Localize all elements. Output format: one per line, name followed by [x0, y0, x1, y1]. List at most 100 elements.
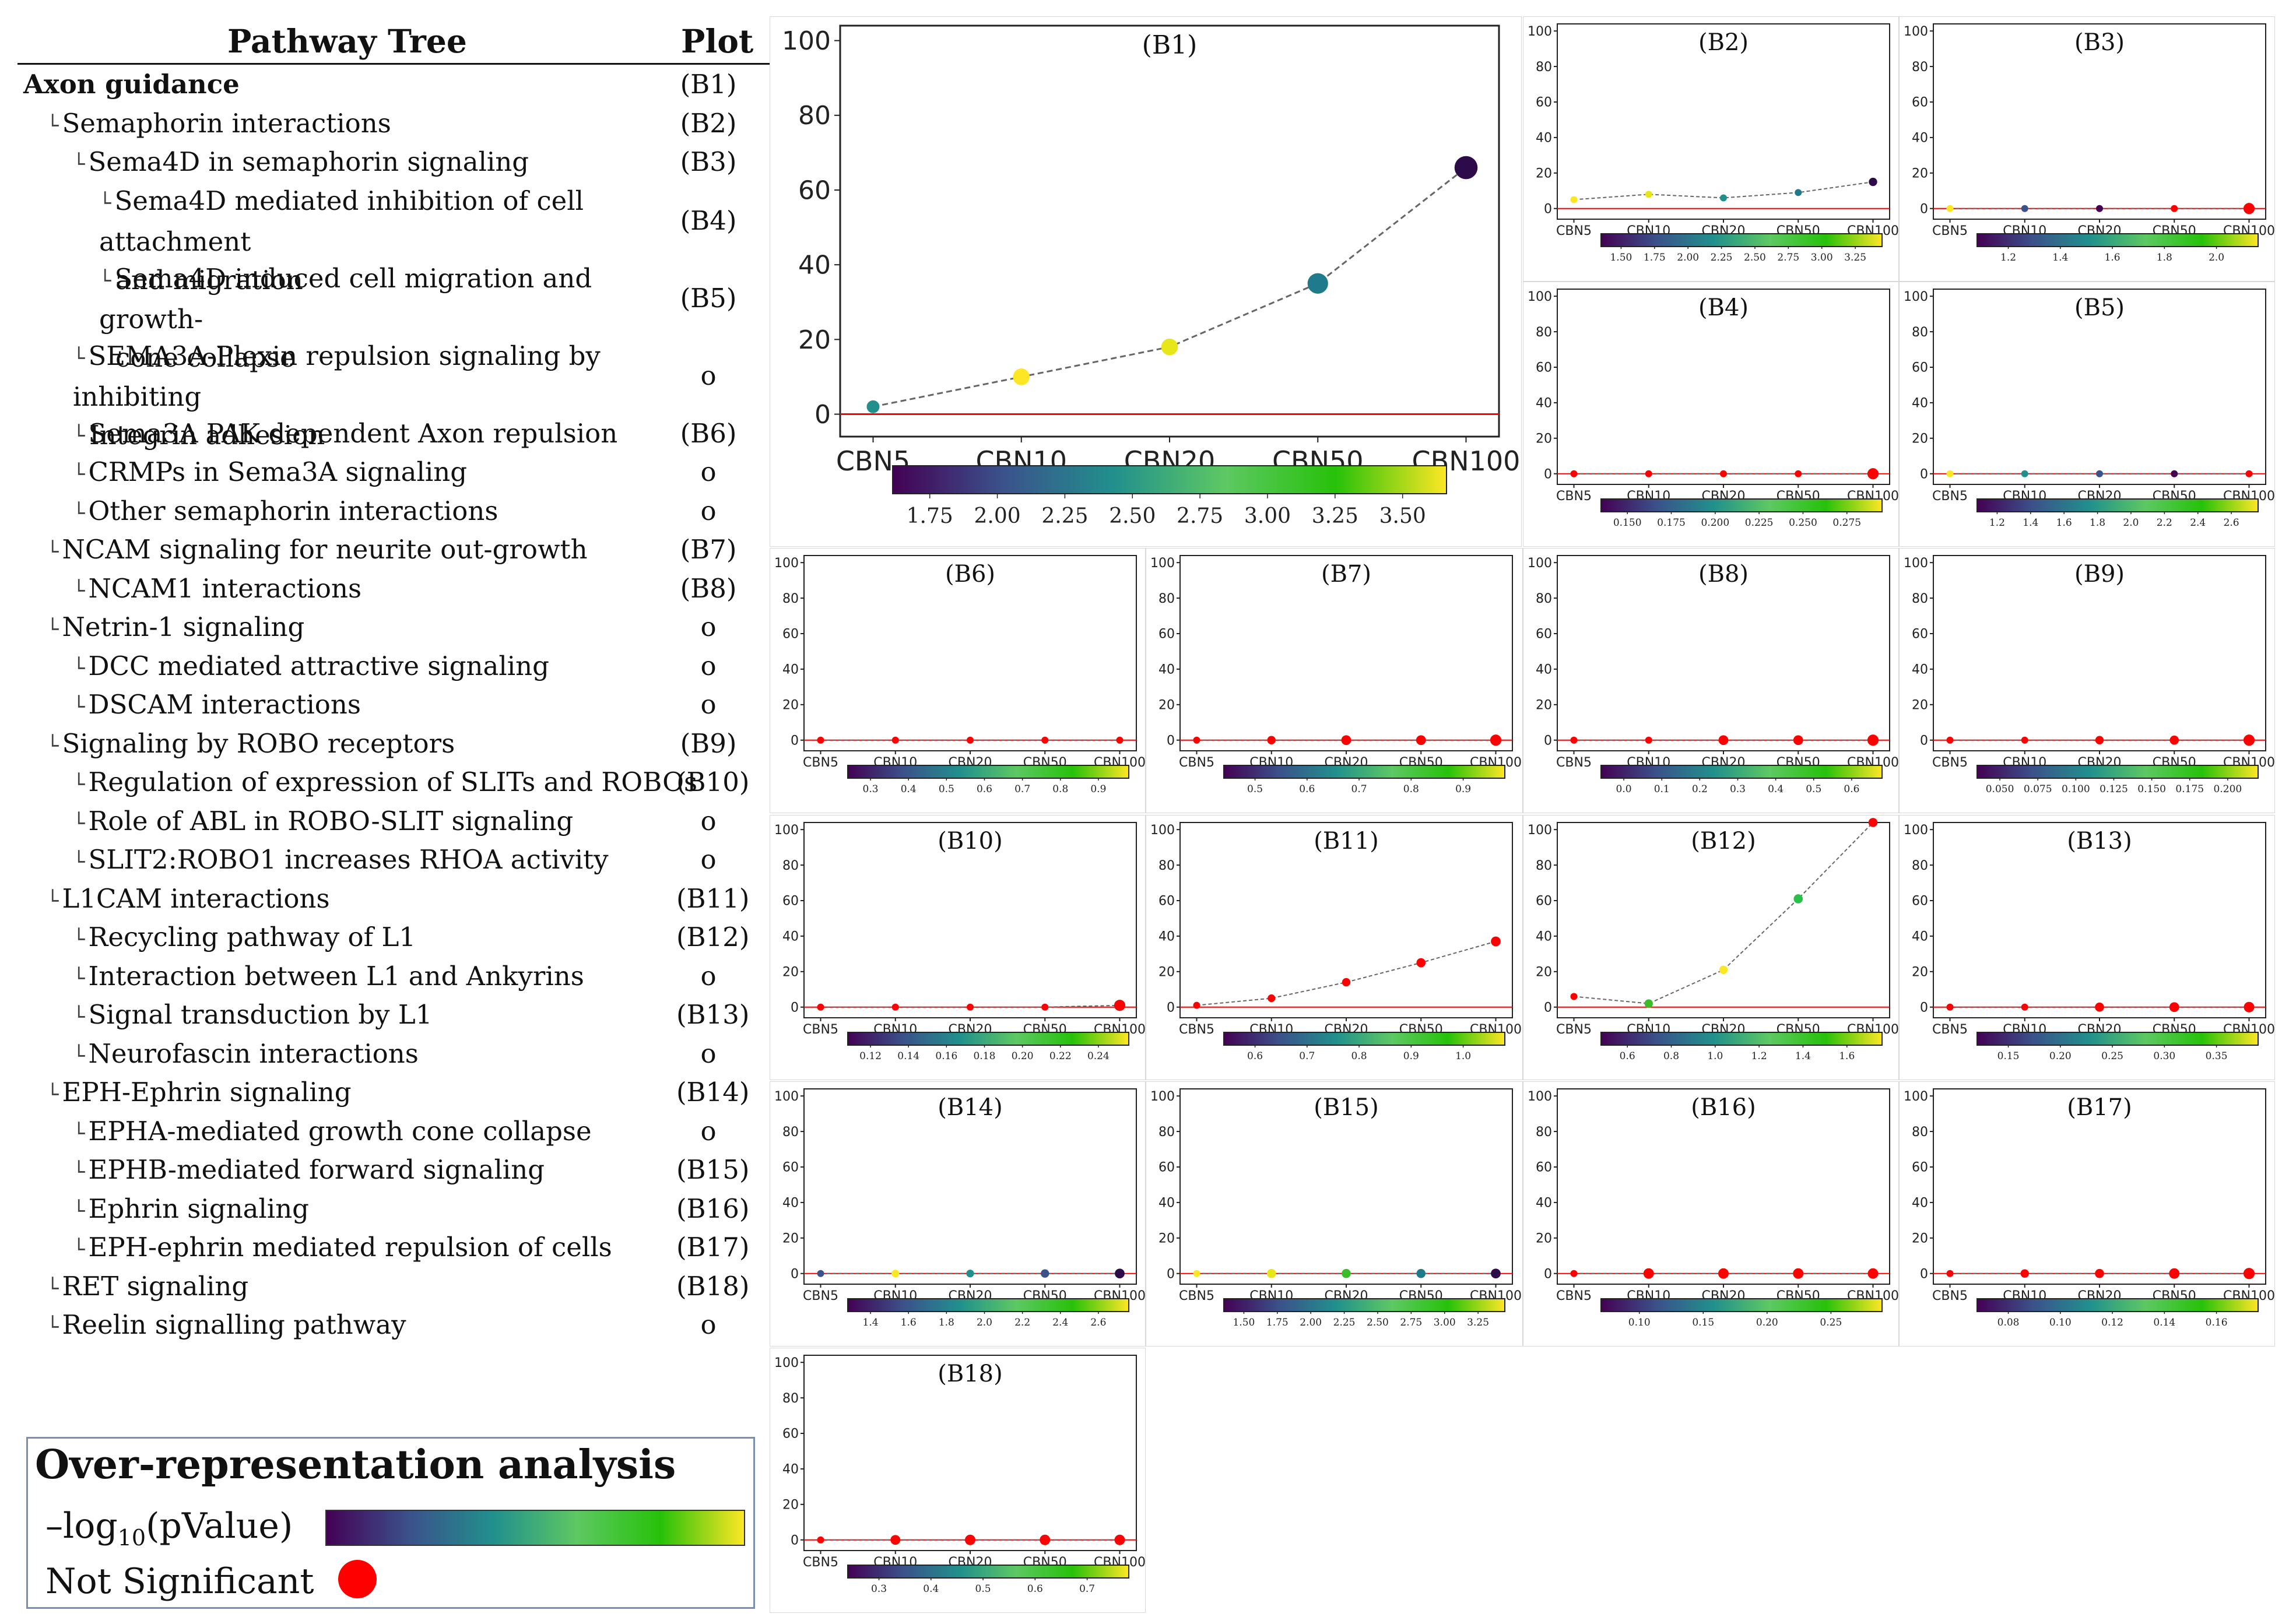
colorbar-tick-label: 0.150 — [1613, 517, 1642, 529]
tree-row-text: EPH-ephrin mediated repulsion of cells — [88, 1232, 612, 1263]
colorbar-tick-label: 0.3 — [863, 783, 879, 795]
colorbar — [1976, 498, 2259, 512]
tree-row-label: └ DSCAM interactions — [73, 686, 361, 726]
tree-row-text-line2: and migration — [115, 264, 303, 296]
tree-row-plot-ref: (B10) — [676, 767, 750, 797]
data-point — [1946, 1003, 1954, 1011]
tree-row-text: NCAM1 interactions — [88, 572, 362, 604]
colorbar-tick-label: 2.25 — [1041, 504, 1088, 528]
tree-row-label: └ NCAM1 interactions — [73, 570, 361, 610]
data-point — [1013, 368, 1030, 385]
tree-row-plot-ref: (B5) — [680, 282, 737, 314]
y-tick-label: 40 — [1158, 663, 1175, 677]
tree-row-text: L1CAM interactions — [62, 883, 330, 914]
tree-row-plot-ref: o — [700, 844, 717, 875]
tree-row-plot-ref: (B14) — [676, 1077, 750, 1108]
chart-panel-b6: (B6) 0 20 40 60 80 100 CBN5 CBN10 CBN20 CBN50 CBN10… — [770, 548, 1146, 813]
tree-row-label: └ Interaction between L1 and Ankyrins — [73, 957, 584, 998]
y-tick-label: 80 — [1912, 60, 1928, 75]
colorbar-tick-label: 0.275 — [1832, 517, 1861, 529]
colorbar — [1600, 765, 1883, 779]
tree-row-label: └ Reelin signalling pathway — [47, 1306, 406, 1347]
colorbar-tick-label: 0.10 — [1628, 1317, 1651, 1328]
y-tick-label: 80 — [1536, 592, 1552, 606]
data-point — [2244, 1001, 2255, 1013]
tree-row: └ Signal transduction by L1 (B13) — [17, 996, 770, 1035]
tree-row: └ EPH-Ephrin signaling (B14) — [17, 1073, 770, 1112]
colorbar-tick-label: 1.75 — [1266, 1317, 1289, 1328]
data-point — [1795, 189, 1802, 196]
tree-row: └ Recycling pathway of L1 (B12) — [17, 918, 770, 957]
colorbar-tick-label: 0.1 — [1654, 783, 1670, 795]
y-tick-label: 60 — [782, 894, 799, 909]
chart-panel-b13: (B13) 0 20 40 60 80 100 CBN5 CBN10 CBN20 CBN50 CBN1… — [1899, 815, 2275, 1080]
tree-row-plot-ref: (B13) — [676, 999, 750, 1030]
data-point — [817, 1003, 824, 1011]
y-tick-label: 100 — [1150, 823, 1175, 838]
colorbar-tick-label: 0.35 — [2206, 1050, 2228, 1062]
data-point — [1454, 156, 1478, 180]
tree-row-text: Semaphorin interactions — [62, 107, 391, 139]
legend-title: Over-representation analysis — [35, 1442, 676, 1488]
chart-title: (B1) — [1142, 30, 1198, 60]
tree-branch-icon: └ — [73, 928, 85, 951]
y-tick-label: 100 — [1528, 24, 1552, 39]
tree-branch-icon: └ — [47, 889, 59, 913]
colorbar-tick-label: 1.8 — [939, 1317, 954, 1328]
data-point — [2169, 735, 2179, 745]
tree-row-text: Axon guidance — [23, 69, 240, 100]
data-point — [1793, 735, 1803, 746]
tree-row-plot-ref: o — [700, 650, 717, 681]
colorbar-tick-label: 2.00 — [974, 504, 1020, 528]
y-tick-label: 80 — [1912, 859, 1928, 873]
data-point — [2243, 203, 2255, 215]
colorbar-tick-label: 0.15 — [1997, 1050, 2020, 1062]
y-tick-label: 20 — [782, 698, 799, 713]
data-point — [967, 736, 974, 744]
colorbar-tick-label: 0.9 — [1403, 1050, 1419, 1062]
colorbar-tick-label: 2.50 — [1109, 504, 1156, 528]
tree-row-plot-ref: (B11) — [676, 883, 750, 914]
chart-panel-b11: (B11) 0 20 40 60 80 100 CBN5 CBN10 CBN20 CBN50 CBN1… — [1146, 815, 1523, 1080]
colorbar-tick-label: 0.30 — [2153, 1050, 2175, 1062]
tree-row: └ DCC mediated attractive signaling o — [17, 647, 770, 686]
tree-row-text: Other semaphorin interactions — [88, 495, 498, 526]
data-point — [1193, 736, 1200, 744]
data-point — [1116, 736, 1124, 744]
tree-branch-icon: └ — [47, 618, 59, 641]
colorbar-tick-label: 0.9 — [1455, 783, 1471, 795]
data-point — [1718, 1268, 1729, 1279]
colorbar-tick-label: 0.125 — [2100, 783, 2128, 795]
y-tick-label: 20 — [782, 1232, 799, 1246]
tree-branch-icon: └ — [73, 966, 85, 990]
tree-row-plot-ref: o — [700, 805, 717, 836]
chart-title: (B4) — [1698, 294, 1749, 321]
x-tick-label: CBN5 — [1556, 1289, 1592, 1303]
colorbar-tick-label: 2.2 — [2157, 517, 2172, 529]
colorbar-tick-label: 2.0 — [977, 1317, 992, 1328]
y-tick-label: 80 — [1912, 592, 1928, 606]
tree-row-text: Role of ABL in ROBO-SLIT signaling — [88, 805, 574, 836]
chart-panel-b1: (B1) 0 20 40 60 80 100 CBN5 CBN10 CBN20 CBN50 CBN10… — [770, 16, 1522, 547]
x-tick-label: CBN5 — [1179, 755, 1214, 770]
colorbar-tick-label: 2.50 — [1744, 252, 1766, 263]
y-tick-label: 40 — [782, 1463, 799, 1477]
x-tick-label: CBN5 — [1556, 1022, 1592, 1037]
tree-row-label: └ NCAM signaling for neurite out-growth — [47, 530, 588, 571]
colorbar-tick-label: 1.4 — [1795, 1050, 1811, 1062]
tree-row-text-line2: cone collapse — [115, 342, 296, 373]
colorbar-tick-label: 0.2 — [1692, 783, 1708, 795]
y-tick-label: 0 — [791, 1000, 799, 1015]
tree-row-text: CRMPs in Sema3A signaling — [88, 456, 468, 487]
tree-row: └ Other semaphorin interactions o — [17, 492, 770, 531]
tree-branch-icon: └ — [73, 424, 85, 448]
tree-row-plot-ref: (B12) — [676, 922, 750, 952]
data-point — [1266, 1268, 1276, 1278]
colorbar-tick-label: 0.8 — [1663, 1050, 1679, 1062]
tree-row-plot-ref: o — [700, 1309, 717, 1340]
colorbar — [1600, 233, 1883, 247]
series-line — [873, 167, 1467, 408]
